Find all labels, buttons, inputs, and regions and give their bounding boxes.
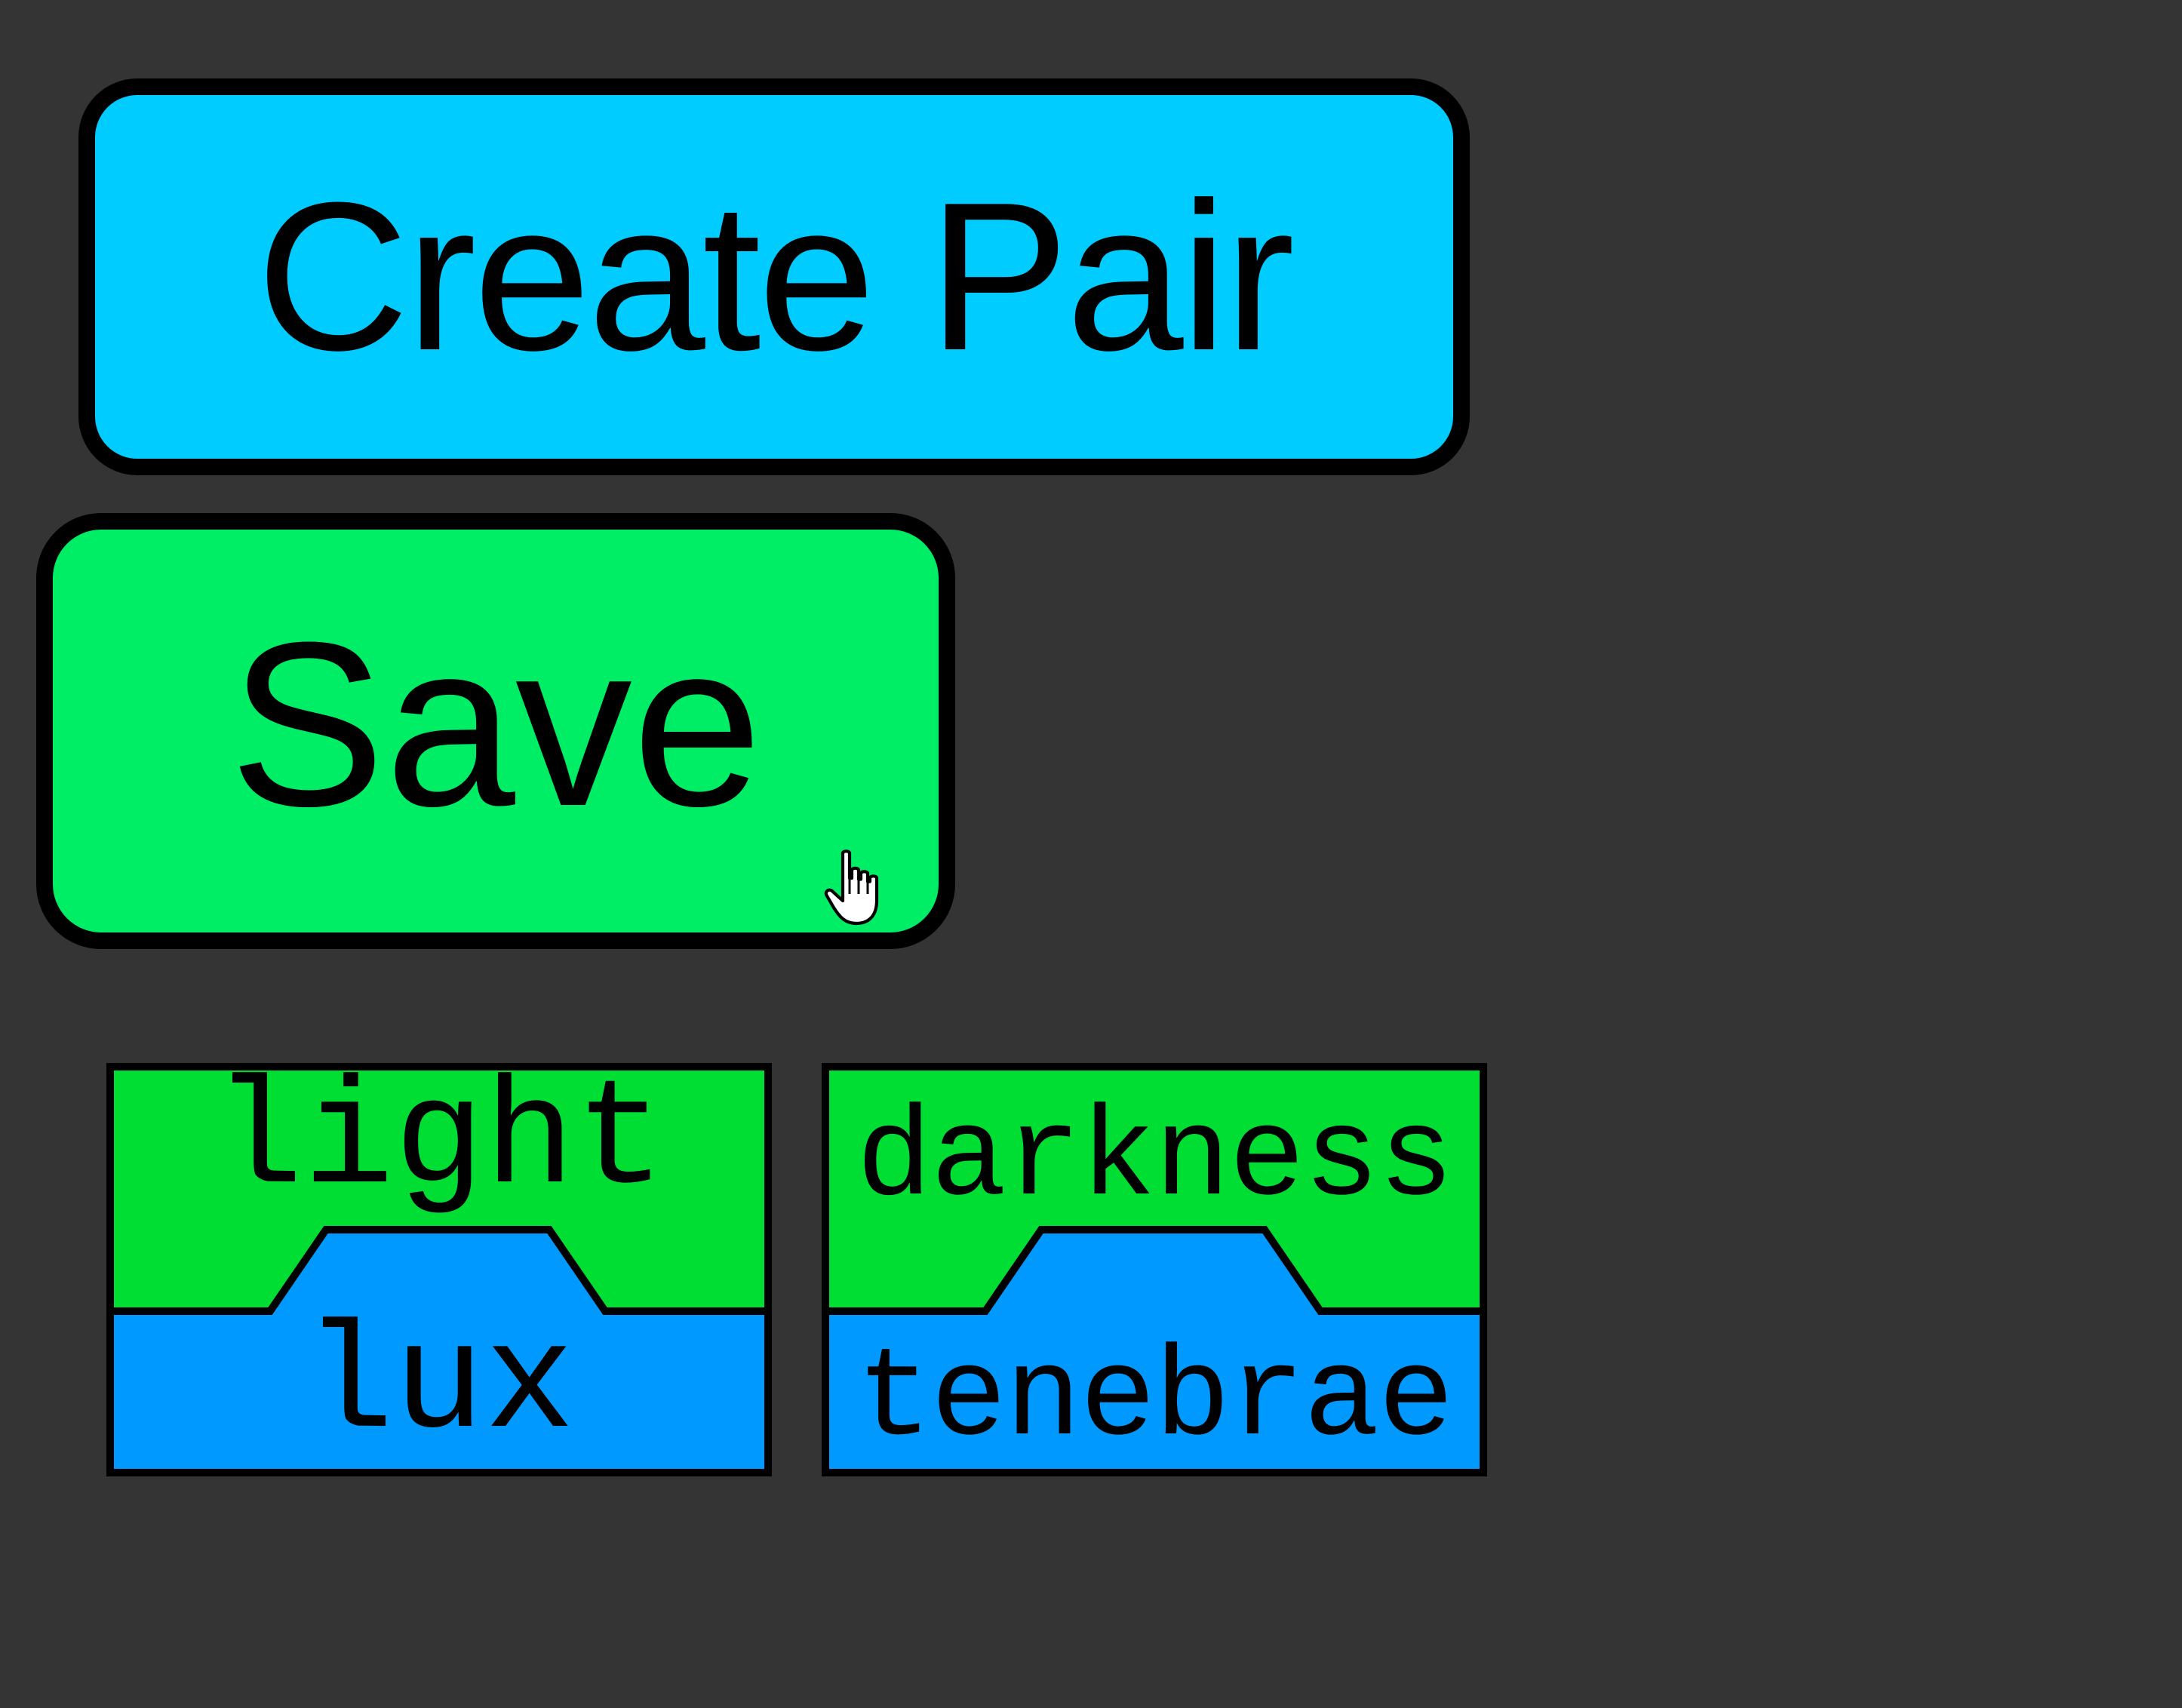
card-bottom-word: tenebrae xyxy=(856,1329,1455,1472)
save-button[interactable]: Save xyxy=(36,513,955,949)
save-button-label: Save xyxy=(229,592,763,855)
card-top-word: darkness xyxy=(856,1089,1455,1232)
hand-pointer-icon xyxy=(824,849,879,926)
word-pair-card-shape xyxy=(106,1063,772,1476)
create-pair-button[interactable]: Create Pair xyxy=(78,78,1470,475)
word-pair-card[interactable]: darkness tenebrae xyxy=(821,1062,1488,1477)
word-pair-card[interactable]: light lux xyxy=(106,1062,773,1477)
word-pair-card-shape xyxy=(822,1063,1487,1476)
card-bottom-word: lux xyxy=(303,1301,576,1472)
create-pair-button-label: Create Pair xyxy=(256,158,1295,395)
card-top-word: light xyxy=(212,1056,666,1227)
